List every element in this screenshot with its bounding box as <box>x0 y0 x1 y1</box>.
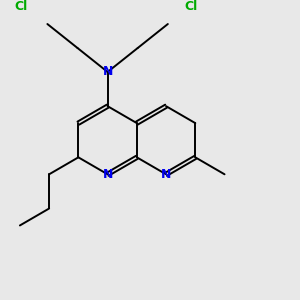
Text: N: N <box>102 65 113 79</box>
Text: N: N <box>161 168 171 181</box>
Text: Cl: Cl <box>184 0 198 13</box>
Text: N: N <box>102 168 113 181</box>
Text: Cl: Cl <box>15 0 28 13</box>
